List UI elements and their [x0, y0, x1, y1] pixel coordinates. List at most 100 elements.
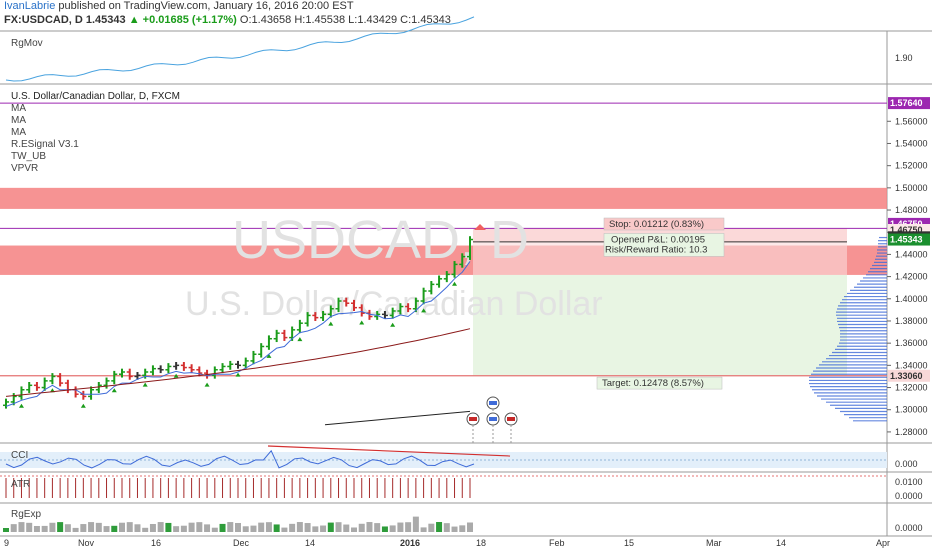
event-flag-icon-fill [469, 417, 477, 421]
price-badge [888, 97, 930, 110]
symbol-line: FX:USDCAD, D 1.45343 ▲ +0.01685 (+1.17%)… [4, 14, 451, 27]
stop-label-text: Stop: 0.01212 (0.83%) [609, 219, 704, 230]
rgexp-bar [180, 525, 187, 532]
indicator-ma-3[interactable]: MA [11, 127, 26, 138]
cci-divergence-line [267, 445, 511, 457]
signal-arrow-up [421, 308, 427, 313]
ma-long-line [324, 410, 471, 426]
signal-arrow-up [204, 382, 210, 387]
rgexp-bar [111, 525, 118, 532]
target-label-text: Target: 0.12478 (8.57%) [602, 378, 704, 389]
rgexp-bar [204, 524, 211, 532]
rgmov-line [5, 16, 475, 82]
signal-arrow-up [142, 382, 148, 387]
indicator-vpvr[interactable]: VPVR [11, 163, 39, 174]
rgexp-bar [428, 523, 435, 532]
rgexp-bar [320, 525, 327, 532]
symbol-info: FX:USDCAD, D 1.45343 [4, 14, 129, 26]
rgexp-bar [327, 522, 334, 532]
rgexp-bar [412, 516, 419, 532]
rgexp-bar [296, 522, 303, 532]
rgexp-bar [188, 522, 195, 532]
rgexp-bar [18, 522, 25, 532]
rgexp-bar [273, 524, 280, 532]
indicator-tw-ub[interactable]: TW_UB [11, 151, 46, 162]
rgexp-bar [173, 526, 180, 532]
price-badge-label: 1.57640 [890, 98, 923, 108]
y-tick-label: 1.56000 [895, 116, 928, 126]
cci-y-tick-label: 0.000 [895, 459, 918, 469]
target-zone [473, 274, 847, 376]
watermark-symbol: USDCAD, D [232, 210, 529, 270]
publish-line: IvanLabrie published on TradingView.com,… [4, 0, 354, 13]
ma-fast-line [5, 261, 471, 407]
cci-band [0, 452, 887, 468]
signal-arrow-up [18, 403, 24, 408]
rgexp-bar [358, 523, 365, 532]
y-tick-label: 1.54000 [895, 138, 928, 148]
rr-label-text: Risk/Reward Ratio: 10.3 [605, 244, 707, 255]
rgexp-bar [49, 522, 56, 532]
published-text: published on TradingView.com, January 16… [55, 0, 354, 12]
price-badge-label: 1.45343 [890, 235, 923, 245]
rgexp-bar [258, 522, 265, 532]
x-tick-label: Feb [549, 538, 565, 548]
rgmov-y-tick-label: 1.90 [895, 53, 913, 63]
y-tick-label: 1.32000 [895, 383, 928, 393]
ma-slow-line [5, 328, 471, 397]
atr-y-tick-label-1: 0.0100 [895, 477, 923, 487]
rgexp-bar [374, 523, 381, 532]
price-badge [888, 233, 930, 246]
price-badge-label: 1.33060 [890, 371, 923, 381]
rgexp-bar [219, 523, 226, 532]
signal-arrow-up [390, 322, 396, 327]
change-value: ▲ +0.01685 (+1.17%) [128, 14, 237, 26]
y-tick-label: 1.50000 [895, 183, 928, 193]
rgexp-bar [33, 525, 40, 532]
price-badge [888, 369, 930, 382]
rgexp-bar [335, 522, 342, 532]
ohlc-values: O:1.43658 H:1.45538 L:1.43429 C:1.45343 [236, 14, 451, 26]
rgmov-pane-label: RgMov [11, 38, 43, 49]
rgexp-bar [10, 524, 17, 532]
rgexp-bar [381, 526, 388, 532]
indicator-resignal[interactable]: R.ESignal V3.1 [11, 139, 79, 150]
y-tick-label: 1.40000 [895, 294, 928, 304]
author-link[interactable]: IvanLabrie [4, 0, 56, 12]
price-badge-label: 1.46750 [890, 225, 923, 235]
rgexp-bar [165, 522, 172, 532]
x-tick-label: 14 [305, 538, 315, 548]
event-flag-icon-fill [507, 417, 515, 421]
rgexp-bar [289, 523, 296, 532]
indicator-ma-2[interactable]: MA [11, 115, 26, 126]
cci-pane-label: CCI [11, 450, 29, 461]
x-tick-label: 9 [4, 538, 9, 548]
cci-line [5, 449, 475, 469]
x-tick-label: Mar [706, 538, 722, 548]
signal-arrow-up [266, 353, 272, 358]
rgexp-bar [64, 524, 71, 532]
rgexp-bar [119, 522, 125, 532]
rgexp-bar [451, 526, 458, 532]
rgexp-bar [467, 522, 473, 532]
signal-arrow-up [359, 320, 365, 325]
rgexp-bar [304, 523, 311, 532]
signal-arrow-up [235, 372, 241, 377]
pnl-label-text: Opened P&L: 0.00195 [611, 234, 705, 245]
target-label-bg [596, 376, 723, 390]
main-title: U.S. Dollar/Canadian Dollar, D, FXCM [11, 91, 180, 102]
rgexp-bar [250, 525, 257, 532]
rgexp-bar [149, 523, 156, 532]
rgexp-bar [459, 525, 466, 532]
x-tick-label: 2016 [400, 538, 420, 548]
rgexp-bar [88, 522, 95, 532]
rgexp-bar [351, 527, 357, 532]
rgexp-bar [142, 527, 149, 532]
rgexp-bar [3, 528, 9, 532]
rgexp-bar [41, 525, 48, 532]
position-marker [474, 224, 486, 230]
rgexp-bar [103, 526, 110, 532]
x-tick-label: 16 [151, 538, 161, 548]
indicator-ma-1[interactable]: MA [11, 103, 26, 114]
